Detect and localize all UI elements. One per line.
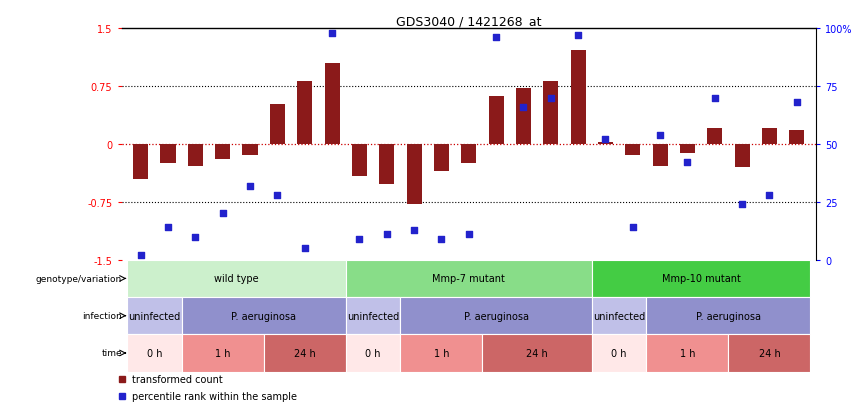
Bar [215, 145, 230, 160]
Point [407, 227, 421, 233]
Bar [181, 297, 345, 335]
Bar [400, 335, 483, 372]
Point [380, 231, 394, 238]
Bar [264, 335, 345, 372]
Text: P. aeruginosa: P. aeruginosa [464, 311, 529, 321]
Bar [127, 297, 181, 335]
Bar [592, 260, 811, 297]
Bar [406, 145, 422, 205]
Text: genotype/variation: genotype/variation [36, 274, 122, 283]
Point [707, 95, 721, 102]
Point [735, 202, 749, 208]
Text: transformed count: transformed count [132, 374, 223, 384]
Bar [483, 335, 592, 372]
Bar [734, 145, 750, 168]
Bar [461, 145, 477, 164]
Bar [127, 335, 181, 372]
Bar [345, 260, 592, 297]
Bar [133, 145, 148, 179]
Bar [345, 297, 400, 335]
Point [161, 225, 175, 231]
Title: GDS3040 / 1421268_at: GDS3040 / 1421268_at [396, 15, 542, 28]
Bar [345, 335, 400, 372]
Bar [379, 145, 394, 185]
Text: 24 h: 24 h [759, 348, 780, 358]
Point [681, 160, 694, 166]
Bar [789, 131, 805, 145]
Bar [598, 143, 613, 145]
Bar [187, 145, 203, 166]
Point [435, 236, 449, 243]
Text: P. aeruginosa: P. aeruginosa [231, 311, 296, 321]
Bar [707, 129, 722, 145]
Bar [489, 97, 503, 145]
Point [598, 137, 612, 143]
Point [462, 231, 476, 238]
Point [243, 183, 257, 190]
Bar [592, 335, 647, 372]
Text: 1 h: 1 h [434, 348, 449, 358]
Text: Mmp-7 mutant: Mmp-7 mutant [432, 274, 505, 284]
Bar [516, 89, 531, 145]
Bar [181, 335, 264, 372]
Bar [647, 335, 728, 372]
Text: time: time [102, 349, 122, 358]
Bar [570, 50, 586, 145]
Bar [127, 260, 345, 297]
Text: uninfected: uninfected [593, 311, 645, 321]
Point [298, 245, 312, 252]
Point [790, 100, 804, 106]
Point [626, 225, 640, 231]
Bar [728, 335, 811, 372]
Bar [242, 145, 258, 156]
Text: 1 h: 1 h [680, 348, 695, 358]
Bar [325, 64, 339, 145]
Text: 0 h: 0 h [611, 348, 627, 358]
Bar [592, 297, 647, 335]
Text: uninfected: uninfected [128, 311, 181, 321]
Bar [434, 145, 449, 171]
Text: percentile rank within the sample: percentile rank within the sample [132, 391, 297, 401]
Point [543, 95, 557, 102]
Point [271, 192, 285, 199]
Bar [270, 104, 285, 145]
Point [571, 33, 585, 39]
Point [762, 192, 776, 199]
Bar [680, 145, 695, 154]
Bar [762, 129, 777, 145]
Bar [543, 81, 558, 145]
Text: 0 h: 0 h [147, 348, 162, 358]
Text: uninfected: uninfected [347, 311, 399, 321]
Point [352, 236, 366, 243]
Bar [400, 297, 592, 335]
Text: 24 h: 24 h [526, 348, 548, 358]
Point [653, 132, 667, 139]
Text: P. aeruginosa: P. aeruginosa [696, 311, 761, 321]
Point [188, 234, 202, 240]
Bar [647, 297, 811, 335]
Bar [653, 145, 667, 166]
Point [326, 30, 339, 37]
Bar [352, 145, 367, 177]
Text: infection: infection [82, 311, 122, 320]
Bar [297, 81, 312, 145]
Text: 24 h: 24 h [293, 348, 316, 358]
Point [489, 35, 503, 41]
Bar [161, 145, 175, 164]
Point [516, 104, 530, 111]
Text: 0 h: 0 h [365, 348, 381, 358]
Bar [625, 145, 641, 156]
Text: Mmp-10 mutant: Mmp-10 mutant [661, 274, 740, 284]
Text: wild type: wild type [214, 274, 259, 284]
Point [134, 252, 148, 259]
Text: 1 h: 1 h [215, 348, 230, 358]
Point [216, 211, 230, 217]
